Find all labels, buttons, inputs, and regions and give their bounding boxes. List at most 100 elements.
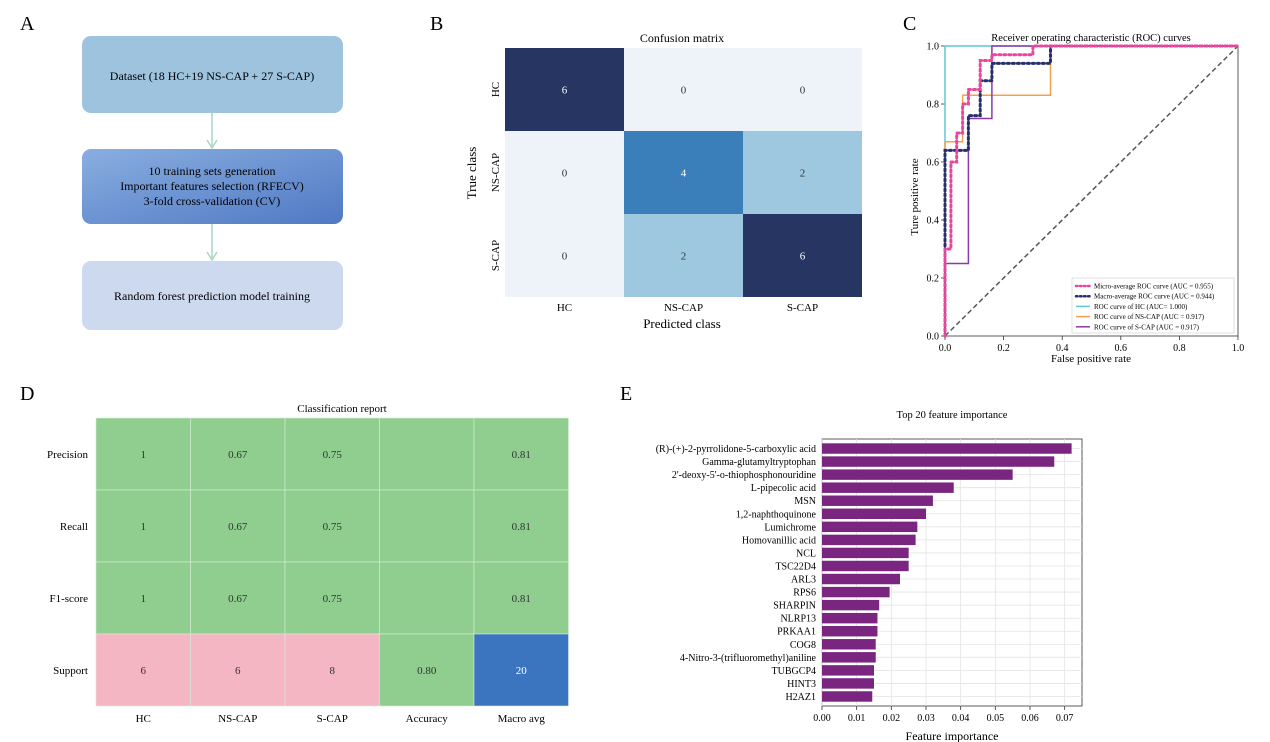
report-column-label: Accuracy (406, 713, 449, 725)
cm-cell (624, 131, 743, 214)
report-cell (284, 489, 380, 563)
report-value: 0.67 (228, 449, 248, 461)
fi-bar (822, 665, 874, 676)
fi-bar (822, 612, 878, 624)
report-value: 0.81 (512, 521, 531, 533)
report-cell (284, 561, 380, 635)
report-row-label: F1-score (50, 593, 89, 605)
roc-x-tick-label: 0.2 (997, 343, 1010, 354)
report-cell (379, 561, 475, 635)
roc-legend-label: ROC curve of NS-CAP (AUC = 0.917) (1094, 313, 1205, 321)
roc-xlabel: False positive rate (1051, 353, 1131, 365)
cm-cell (743, 48, 862, 131)
flow-box-training-line3: 3-fold cross-validation (CV) (144, 194, 281, 208)
report-column-label: Macro avg (498, 713, 546, 725)
fi-bar (822, 586, 890, 598)
report-cell (95, 489, 191, 563)
fi-category-label: TUBGCP4 (772, 666, 816, 677)
cm-y-tick-label: HC (490, 82, 502, 97)
cm-ylabel: True class (464, 147, 479, 200)
cm-x-tick-label: S-CAP (787, 302, 818, 314)
report-cell (473, 633, 569, 707)
roc-y-tick-label: 0.0 (927, 332, 940, 343)
fi-category-label: ARL3 (791, 575, 816, 586)
cm-value: 4 (681, 168, 687, 180)
cm-cell (505, 131, 624, 214)
cm-cell (743, 214, 862, 297)
report-row-label: Support (53, 665, 88, 677)
fi-x-tick-label: 0.03 (917, 713, 935, 724)
report-value: 0.75 (323, 521, 343, 533)
fi-title: Top 20 feature importance (897, 410, 1008, 421)
fi-x-tick-label: 0.06 (1021, 713, 1039, 724)
fi-bar (822, 508, 926, 519)
fi-category-label: NLRP13 (780, 614, 816, 625)
roc-x-tick-label: 0.6 (1115, 343, 1128, 354)
report-cell (379, 417, 475, 491)
fi-bar (822, 652, 876, 663)
roc-series-line (944, 45, 1239, 337)
roc-y-tick-label: 0.6 (927, 158, 940, 169)
cm-value: 6 (562, 85, 568, 97)
flow-box-training-line2: Important features selection (RFECV) (120, 179, 304, 193)
report-value: 8 (330, 665, 336, 677)
classification-report: Classification report 1 0.67 0.75 0.81 Preci… (47, 403, 569, 725)
fi-bar (822, 547, 909, 559)
report-cell (284, 417, 380, 491)
fi-bar (822, 469, 1013, 480)
fi-category-label: NCL (796, 548, 816, 559)
cm-value: 2 (800, 168, 806, 180)
report-value: 0.67 (228, 593, 248, 605)
flow-box-model (82, 261, 343, 330)
report-value: 6 (235, 665, 241, 677)
cm-xlabel: Predicted class (643, 316, 721, 331)
flow-box-dataset (82, 36, 343, 113)
flow-box-training-line1: 10 training sets generation (149, 164, 276, 178)
report-value: 0.81 (512, 449, 531, 461)
report-value: 1 (141, 593, 147, 605)
fi-category-label: PRKAA1 (777, 627, 816, 638)
roc-x-tick-label: 0.8 (1173, 343, 1186, 354)
roc-legend (1071, 277, 1235, 334)
fi-category-label: Homovanillic acid (742, 535, 816, 546)
panel-label-d: D (20, 383, 34, 405)
fi-category-label: TSC22D4 (775, 561, 816, 572)
cm-cell (624, 214, 743, 297)
fi-bar (822, 639, 876, 650)
fi-category-label: RPS6 (793, 588, 816, 599)
report-cell (379, 633, 475, 707)
report-cell (379, 489, 475, 563)
fi-bar (822, 560, 909, 572)
fi-xlabel: Feature importance (906, 729, 999, 742)
fi-category-label: MSN (794, 496, 816, 507)
fi-category-label: 1,2-naphthoquinone (736, 509, 817, 520)
report-column-label: NS-CAP (218, 713, 257, 725)
roc-title: Receiver operating characteristic (ROC) … (991, 33, 1190, 44)
cm-value: 0 (562, 251, 568, 263)
cm-value: 0 (562, 168, 568, 180)
fi-bar (822, 599, 880, 611)
roc-legend-label: Micro-average ROC curve (AUC = 0.955) (1094, 283, 1214, 291)
roc-chart: Receiver operating characteristic (ROC) … (909, 33, 1244, 365)
fi-bar (822, 482, 954, 493)
fi-category-label: L-pipecolic acid (751, 483, 816, 494)
fi-bar (822, 495, 933, 506)
fi-category-label: Gamma-glutamyltryptophan (702, 457, 816, 468)
fi-bar (822, 534, 916, 546)
fi-bar (822, 521, 918, 533)
cm-title: Confusion matrix (640, 31, 724, 45)
roc-legend-label: ROC curve of S-CAP (AUC = 0.917) (1094, 323, 1200, 331)
cm-value: 6 (800, 251, 806, 263)
fi-category-label: 4-Nitro-3-(trifluoromethyl)aniline (680, 653, 817, 664)
panel-label-e: E (620, 383, 632, 405)
panel-label-a: A (20, 13, 35, 35)
fi-category-label: SHARPIN (773, 601, 816, 612)
cm-cell (624, 48, 743, 131)
report-cell (95, 561, 191, 635)
report-cell (95, 417, 191, 491)
report-column-label: HC (136, 713, 151, 725)
cm-value: 0 (681, 85, 687, 97)
fi-bar (822, 691, 873, 702)
fi-bar (822, 456, 1055, 467)
fi-category-label: (R)-(+)-2-pyrrolidone-5-carboxylic acid (656, 444, 816, 455)
